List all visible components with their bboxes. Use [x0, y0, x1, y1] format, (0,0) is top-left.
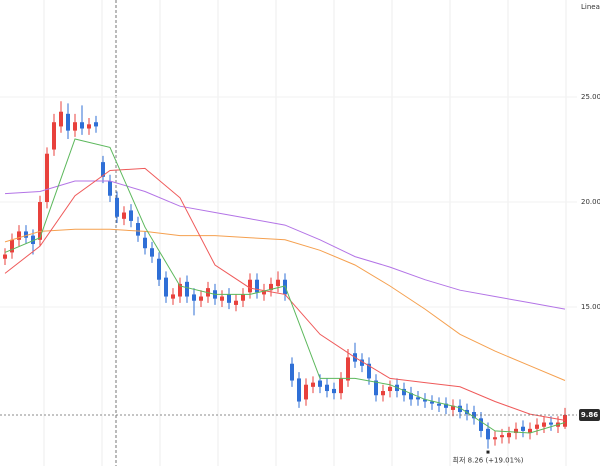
- candle-body: [304, 384, 308, 400]
- candle-body: [311, 382, 315, 387]
- low-annotation: 최저 8.26 (+19.01%): [453, 456, 524, 465]
- candle-body: [451, 405, 455, 410]
- y-tick-label: 15.00: [581, 303, 600, 311]
- candle-body: [185, 281, 189, 297]
- candle-body: [528, 428, 532, 434]
- candle-body: [269, 283, 273, 291]
- candle-body: [157, 258, 161, 280]
- candle-body: [164, 277, 168, 297]
- candle-body: [486, 428, 490, 440]
- candle-body: [542, 422, 546, 427]
- candle-body: [444, 403, 448, 408]
- candle-body: [122, 212, 126, 219]
- y-tick-label: 25.00: [581, 93, 600, 101]
- candle-body: [290, 363, 294, 381]
- candle-body: [416, 397, 420, 400]
- candle-body: [458, 405, 462, 413]
- candle-body: [45, 153, 49, 203]
- candle-body: [325, 384, 329, 392]
- moving-average: [4, 228, 566, 381]
- candle-body: [500, 435, 504, 438]
- candle-body: [87, 124, 91, 129]
- candle-body: [241, 294, 245, 301]
- candle-body: [38, 202, 42, 240]
- candle-body: [549, 422, 553, 425]
- moving-average: [4, 167, 566, 421]
- candle-body: [66, 113, 70, 131]
- candle-body: [220, 296, 224, 301]
- scale-label: Linear: [581, 3, 600, 11]
- candle-body: [430, 401, 434, 404]
- price-badge: [579, 408, 600, 421]
- candle-body: [367, 363, 371, 379]
- candle-body: [563, 414, 567, 427]
- candle-body: [409, 393, 413, 400]
- candle-body: [479, 418, 483, 431]
- candle-body: [493, 437, 497, 440]
- candle-body: [101, 162, 105, 177]
- candle-body: [339, 378, 343, 394]
- candle-body: [535, 424, 539, 429]
- candle-body: [129, 210, 133, 221]
- candle-body: [507, 433, 511, 438]
- candle-body: [94, 122, 98, 127]
- candle-body: [227, 294, 231, 303]
- candle-body: [262, 290, 266, 295]
- price-label: 9.86: [581, 411, 598, 419]
- candle-body: [80, 122, 84, 129]
- candle-body: [318, 380, 322, 387]
- moving-average: [4, 138, 566, 434]
- candle-body: [143, 237, 147, 249]
- candle-body: [248, 279, 252, 293]
- low-marker: [486, 450, 490, 454]
- candle-body: [10, 239, 14, 253]
- candle-body: [31, 235, 35, 245]
- candle-body: [171, 294, 175, 299]
- candle-body: [297, 378, 301, 402]
- candle-body: [178, 283, 182, 297]
- candle-body: [514, 428, 518, 434]
- candle-body: [24, 231, 28, 238]
- candle-body: [136, 223, 140, 236]
- candle-body: [150, 248, 154, 257]
- candle-body: [59, 111, 63, 127]
- candle-body: [437, 403, 441, 406]
- moving-average: [4, 180, 566, 310]
- candle-body: [255, 279, 259, 293]
- candle-body: [402, 388, 406, 396]
- candle-body: [521, 426, 525, 431]
- candle-body: [388, 386, 392, 392]
- candle-body: [276, 279, 280, 287]
- candle-body: [52, 122, 56, 150]
- candle-body: [423, 399, 427, 402]
- candle-body: [360, 359, 364, 366]
- candle-body: [192, 294, 196, 301]
- candle-body: [73, 122, 77, 131]
- candle-body: [199, 296, 203, 301]
- candle-body: [108, 181, 112, 196]
- candle-body: [3, 254, 7, 259]
- candle-body: [346, 357, 350, 381]
- candle-body: [115, 197, 119, 217]
- candle-body: [17, 231, 21, 240]
- y-tick-label: 20.00: [581, 198, 600, 206]
- candle-body: [381, 391, 385, 396]
- candle-body: [234, 300, 238, 305]
- candle-body: [374, 380, 378, 396]
- candle-body: [332, 388, 336, 394]
